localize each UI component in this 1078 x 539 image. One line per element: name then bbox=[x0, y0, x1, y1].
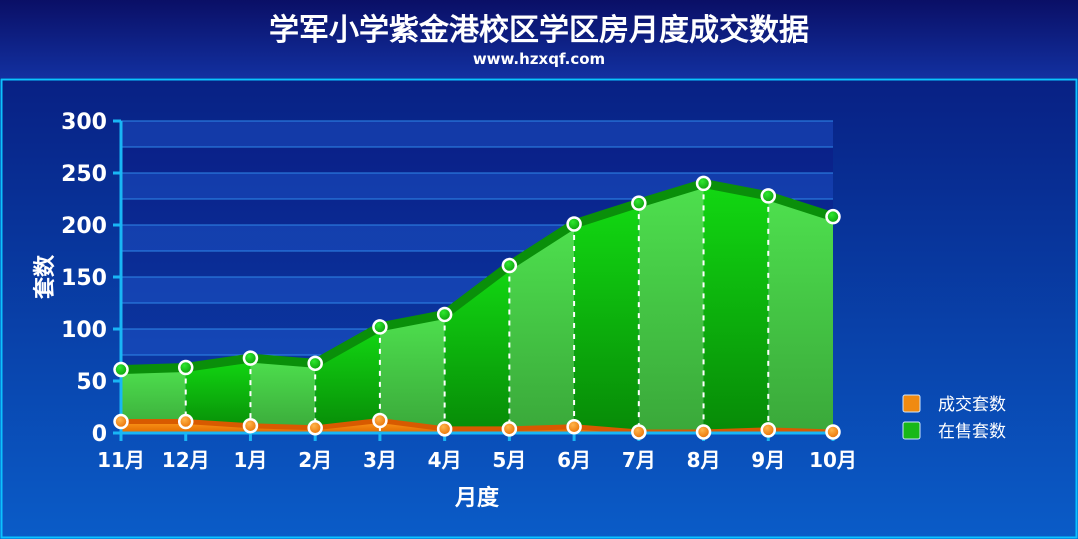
legend-swatch bbox=[902, 421, 921, 440]
chart-subtitle: www.hzxqf.com bbox=[473, 50, 605, 68]
chart-title: 学军小学紫金港校区学区房月度成交数据 bbox=[269, 13, 809, 48]
point-for-sale bbox=[307, 355, 323, 372]
point-sold bbox=[307, 420, 323, 436]
point-sold bbox=[501, 421, 518, 437]
x-tick-label: 4月 bbox=[428, 448, 462, 472]
point-for-sale bbox=[825, 208, 841, 225]
point-for-sale bbox=[631, 195, 647, 211]
legend-label: 成交套数 bbox=[938, 395, 1006, 415]
point-for-sale bbox=[372, 319, 388, 335]
point-sold bbox=[372, 412, 388, 429]
y-tick-label: 300 bbox=[61, 110, 107, 135]
point-sold bbox=[695, 424, 712, 440]
header-band bbox=[0, 0, 1078, 78]
x-tick-label: 8月 bbox=[687, 448, 721, 472]
series-areas bbox=[120, 178, 835, 435]
area-segment-for-sale bbox=[574, 203, 639, 433]
area-segment-for-sale bbox=[185, 358, 251, 433]
area-segment-for-sale bbox=[638, 183, 704, 433]
area-segment-for-sale bbox=[121, 367, 186, 433]
point-for-sale bbox=[760, 188, 777, 204]
point-for-sale bbox=[177, 359, 194, 376]
area-segment-for-sale bbox=[315, 326, 380, 433]
y-tick-label: 150 bbox=[61, 266, 107, 291]
point-for-sale bbox=[436, 306, 453, 323]
x-tick-label: 6月 bbox=[557, 448, 591, 472]
x-tick-label: 7月 bbox=[622, 448, 656, 472]
point-sold bbox=[242, 417, 259, 434]
point-sold bbox=[177, 413, 194, 430]
line-for-sale bbox=[120, 178, 835, 375]
area-segment-for-sale bbox=[250, 358, 316, 433]
area-segment-for-sale bbox=[509, 223, 575, 433]
y-tick-label: 0 bbox=[92, 422, 107, 447]
point-sold bbox=[760, 422, 777, 438]
area-segment-for-sale bbox=[703, 183, 769, 433]
y-tick-label: 50 bbox=[76, 370, 107, 395]
area-segment-for-sale bbox=[768, 195, 833, 433]
y-tick-label: 200 bbox=[61, 214, 107, 239]
x-tick-label: 9月 bbox=[751, 448, 785, 472]
point-sold bbox=[436, 421, 453, 437]
x-tick-label: 12月 bbox=[162, 448, 210, 472]
point-sold bbox=[566, 419, 582, 435]
frame-border bbox=[0, 78, 1078, 539]
area-sold bbox=[121, 420, 833, 433]
x-tick-label: 2月 bbox=[298, 448, 332, 472]
point-sold bbox=[631, 424, 647, 440]
point-sold bbox=[825, 424, 841, 440]
y-tick-label: 250 bbox=[61, 162, 107, 187]
x-axis-label: 月度 bbox=[454, 485, 500, 511]
y-tick-labels: 0 50 100 150 200 250 300 bbox=[61, 110, 107, 447]
x-tick-label: 5月 bbox=[492, 448, 526, 472]
point-for-sale bbox=[566, 216, 582, 232]
y-tick-label: 100 bbox=[61, 318, 107, 343]
series-points bbox=[113, 175, 841, 440]
x-tick-labels: 11月 12月 1月 2月 3月 4月 5月 6月 7月 8月 9月 10月 bbox=[97, 448, 857, 472]
point-for-sale bbox=[113, 361, 129, 378]
point-for-sale bbox=[242, 350, 259, 366]
grid-band bbox=[121, 121, 833, 147]
area-segment-for-sale bbox=[379, 314, 445, 433]
x-tick-label: 1月 bbox=[233, 448, 267, 472]
point-for-sale bbox=[501, 257, 518, 274]
y-axis-label: 套数 bbox=[32, 254, 58, 299]
x-tick-label: 11月 bbox=[97, 448, 145, 472]
legend-label: 在售套数 bbox=[938, 422, 1006, 442]
point-for-sale bbox=[695, 175, 712, 192]
x-tick-label: 10月 bbox=[809, 448, 857, 472]
legend-swatch bbox=[902, 394, 921, 413]
point-sold bbox=[113, 413, 129, 430]
x-tick-label: 3月 bbox=[363, 448, 397, 472]
